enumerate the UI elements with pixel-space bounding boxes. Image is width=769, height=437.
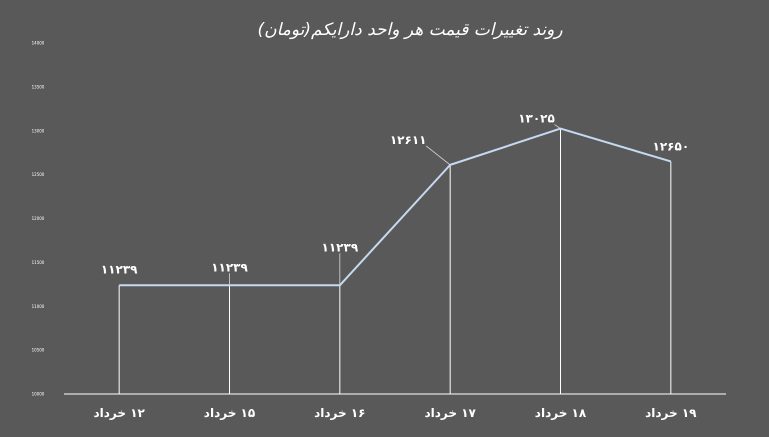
y-tick-label: 13000 <box>32 128 45 133</box>
y-tick-label: 11000 <box>32 304 45 309</box>
y-tick-label: 12500 <box>32 172 45 177</box>
data-label: ۱۳۰۲۵ <box>518 112 555 126</box>
x-tick-label: ۱۸ خرداد <box>535 406 587 420</box>
data-label: ۱۲۶۵۰ <box>653 139 690 153</box>
y-tick-label: 10000 <box>32 392 45 397</box>
data-label: ۱۱۲۳۹ <box>211 260 248 274</box>
chart-title: روند تغییرات قیمت هر واحد دارایکم(تومان) <box>257 20 563 40</box>
y-tick-label: 10500 <box>32 348 45 353</box>
y-tick-label: 11500 <box>32 260 45 265</box>
y-tick-label: 12000 <box>32 216 45 221</box>
label-leader-lines <box>229 124 561 286</box>
x-tick-label: ۱۷ خرداد <box>424 406 476 420</box>
y-tick-label: 14000 <box>32 41 45 46</box>
data-label: ۱۱۲۳۹ <box>101 262 138 276</box>
y-axis-ticks: 10000 10500 11000 11500 12000 12500 13000 13500… <box>32 41 45 397</box>
x-tick-label: ۱۹ خرداد <box>645 406 697 420</box>
series-line <box>119 127 672 287</box>
data-label: ۱۱۲۳۹ <box>322 240 359 254</box>
data-labels: ۱۱۲۳۹ ۱۱۲۳۹ ۱۱۲۳۹ ۱۲۶۱۱ ۱۳۰۲۵ ۱۲۶۵۰ <box>101 112 689 277</box>
drop-lines <box>118 128 672 394</box>
x-axis-ticks: ۱۲ خرداد ۱۵ خرداد ۱۶ خرداد ۱۷ خرداد ۱۸ خرداد… <box>93 406 697 420</box>
y-tick-label: 13500 <box>32 84 45 89</box>
label-leader <box>425 145 451 166</box>
data-label: ۱۲۶۱۱ <box>390 133 427 147</box>
x-tick-label: ۱۵ خرداد <box>204 406 255 420</box>
x-tick-label: ۱۲ خرداد <box>93 406 145 420</box>
label-leader <box>554 124 561 129</box>
x-tick-label: ۱۶ خرداد <box>314 406 365 420</box>
